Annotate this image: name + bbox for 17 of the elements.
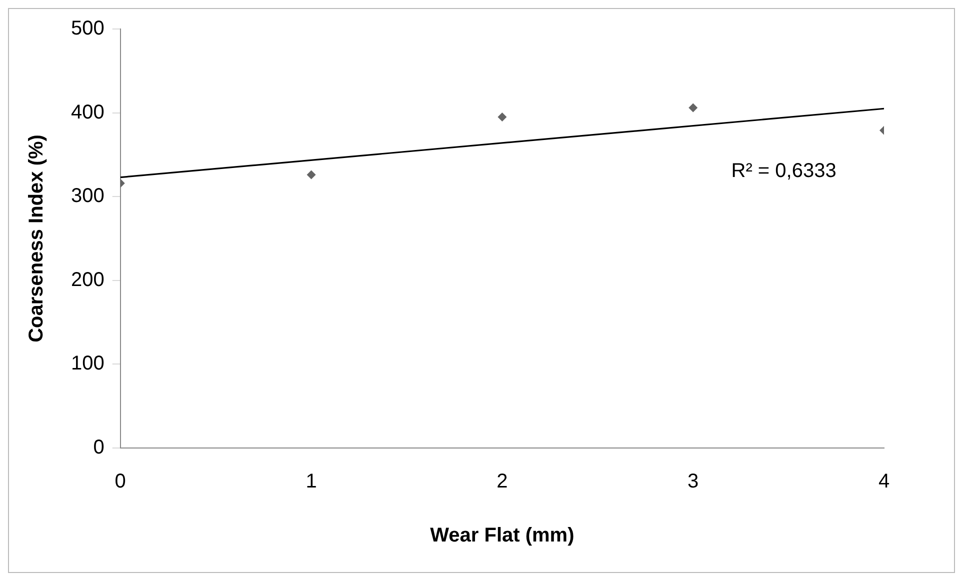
x-tick-label: 4 [878, 470, 890, 493]
y-tick-label: 200 [70, 268, 104, 291]
y-axis-title: Coarseness Index (%) [26, 134, 48, 342]
x-tick-label: 0 [114, 470, 126, 493]
y-tick-label: 500 [70, 18, 104, 40]
y-tick-label: 300 [70, 185, 104, 208]
y-tick-label: 0 [93, 436, 104, 459]
point [306, 170, 316, 180]
annotation: R² = 0,6333 [731, 160, 836, 182]
x-axis-title: Wear Flat (mm) [430, 524, 574, 547]
point [688, 103, 698, 112]
x-tick-label: 3 [688, 470, 699, 493]
y-tick-label: 400 [70, 101, 104, 124]
x-tick-label: 2 [496, 470, 508, 493]
y-tick-label: 100 [70, 352, 104, 375]
point [498, 112, 507, 122]
x-tick-label: 1 [306, 470, 317, 493]
